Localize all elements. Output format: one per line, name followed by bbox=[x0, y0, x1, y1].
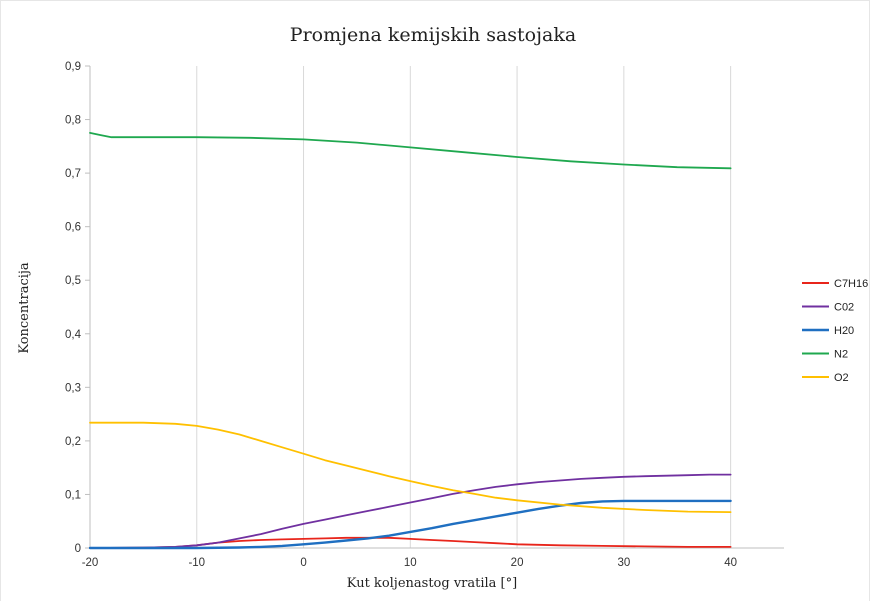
y-tick-label: 0,9 bbox=[65, 61, 81, 73]
chart-title: Promjena kemijskih sastojaka bbox=[290, 24, 576, 46]
y-tick-label: 0,2 bbox=[65, 436, 81, 448]
x-tick-label: 0 bbox=[300, 557, 306, 569]
x-tick-label: 40 bbox=[724, 557, 737, 569]
series-line-h20 bbox=[88, 499, 732, 550]
y-tick-label: 0,7 bbox=[65, 168, 81, 180]
legend-label-c7h16: C7H16 bbox=[834, 278, 868, 290]
series-line-o2 bbox=[89, 421, 732, 514]
y-tick-label: 0 bbox=[75, 543, 81, 555]
y-tick-label: 0,3 bbox=[65, 382, 81, 394]
x-tick-label: -10 bbox=[188, 557, 205, 569]
grid-layer bbox=[196, 66, 732, 548]
y-tick-label: 0,8 bbox=[65, 115, 81, 127]
legend-label-c02: C02 bbox=[834, 302, 854, 314]
y-tick-label: 0,1 bbox=[65, 489, 81, 501]
x-tick-label: 10 bbox=[404, 557, 417, 569]
y-tick-label: 0,5 bbox=[65, 275, 81, 287]
y-axis-label: Koncentracija bbox=[17, 262, 32, 354]
legend-label-h20: H20 bbox=[834, 325, 854, 337]
series-line-c02 bbox=[89, 473, 732, 549]
x-axis-label: Kut koljenastog vratila [°] bbox=[347, 576, 517, 591]
y-tick-label: 0,4 bbox=[65, 329, 82, 341]
x-tick-label: 30 bbox=[617, 557, 630, 569]
x-tick-label: 20 bbox=[511, 557, 524, 569]
legend: C7H16 C02 H20 N2 O2 bbox=[802, 278, 868, 384]
axis-layer: 0 0,1 0,2 0,3 0,4 0,5 0,6 0,7 0,8 0,9 -20 -10 0 10 20 3… bbox=[65, 61, 784, 569]
legend-label-n2: N2 bbox=[834, 349, 848, 361]
x-tick-label: -20 bbox=[82, 557, 99, 569]
series-layer bbox=[88, 131, 732, 550]
y-tick-label: 0,6 bbox=[65, 222, 81, 234]
legend-label-o2: O2 bbox=[834, 372, 849, 384]
series-line-n2 bbox=[89, 131, 732, 170]
